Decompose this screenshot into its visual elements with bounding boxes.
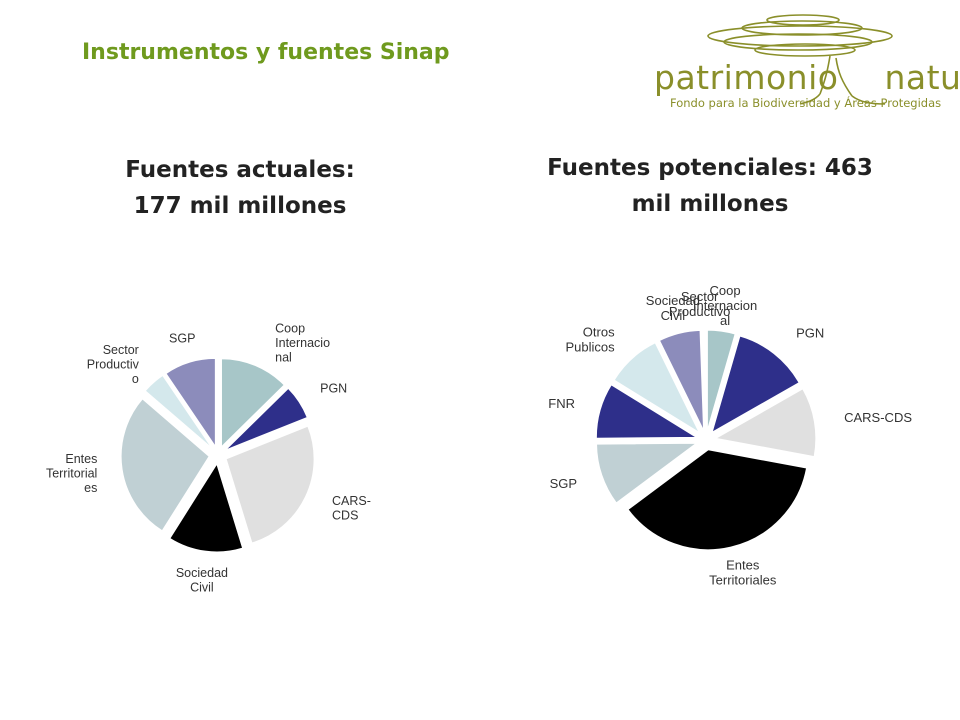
slice-label-line: CARS-CDS xyxy=(844,410,912,425)
slice-label: SGP xyxy=(169,332,195,346)
pie-slice-fnr xyxy=(595,384,699,439)
slice-label-line: es xyxy=(84,481,97,495)
logo-wordmark: patrimonionatural xyxy=(654,58,960,97)
slice-label-line: Entes xyxy=(726,558,760,573)
pie-slice-sector-productivo xyxy=(144,374,213,449)
patrimonio-natural-logo: patrimonionatural Fondo para la Biodiver… xyxy=(640,6,960,118)
pie-slice-sector-productivo xyxy=(701,329,707,431)
slice-label-line: Internacio xyxy=(275,336,330,350)
slice-label-line: Internacion xyxy=(693,298,757,313)
slice-label-line: al xyxy=(720,313,730,328)
slice-label-line: Civil xyxy=(661,308,686,323)
chart-title-line: Fuentes potenciales: 463 xyxy=(547,155,873,181)
slice-label-line: SGP xyxy=(169,332,195,346)
slice-label: CARS-CDS xyxy=(844,410,912,425)
slice-label-line: PGN xyxy=(320,382,347,396)
pie-slice-otros-publicos xyxy=(613,342,701,434)
pie-slice-pgn xyxy=(225,387,308,451)
chart-title-potenciales: Fuentes potenciales: 463 mil millones xyxy=(540,150,880,222)
slice-label: PGN xyxy=(796,326,824,341)
page-title: Instrumentos y fuentes Sinap xyxy=(82,40,450,65)
slice-label-line: PGN xyxy=(796,326,824,341)
pie-slice-coop-internacional xyxy=(706,329,736,431)
pie-slice-coop-internacional xyxy=(220,358,285,448)
slice-label: Sociedad Civil xyxy=(176,566,228,595)
pie-slice-cars-cds xyxy=(225,425,315,544)
tree-logo-icon xyxy=(707,14,893,105)
slice-label-line: CDS xyxy=(332,508,358,522)
slice-label: CARS-CDS xyxy=(332,494,371,522)
slice-label-line: Sociedad xyxy=(176,566,228,580)
slice-label-line: Otros xyxy=(583,324,615,339)
slice-label-line: Sociedad xyxy=(646,293,700,308)
slice-label-line: Productiv xyxy=(87,357,140,371)
pie-chart-2: Coop Internacion al PGN CARS-CDS Entes Territo… xyxy=(548,283,912,588)
slice-label-line: SGP xyxy=(550,476,577,491)
slice-label-line: Territorial xyxy=(46,466,97,480)
chart-title-line: mil millones xyxy=(631,191,789,217)
slice-label-line: Sector xyxy=(103,343,139,357)
pie-slice-entes-territoriales xyxy=(120,398,210,532)
pie-slice-sgp xyxy=(165,357,216,449)
pie-slice-sgp xyxy=(596,442,699,504)
chart-title-line: 177 mil millones xyxy=(133,193,347,219)
slice-label-line: Sector xyxy=(681,289,719,304)
chart-title-actuales: Fuentes actuales: 177 mil millones xyxy=(80,152,400,224)
pie-slice-cars-cds xyxy=(714,388,817,458)
slice-label-line: CARS- xyxy=(332,494,371,508)
chart-title-line: Fuentes actuales: xyxy=(125,157,355,183)
pie-slice-pgn xyxy=(711,335,800,434)
slice-label-line: FNR xyxy=(548,396,575,411)
logo-subtitle: Fondo para la Biodiversidad y Áreas Prot… xyxy=(670,96,942,110)
slice-label-line: Territoriales xyxy=(709,573,777,588)
slice-label-line: Coop xyxy=(275,321,305,335)
slice-label: Sociedad Civil xyxy=(646,293,700,323)
slice-label: Otros Publicos xyxy=(565,324,615,354)
slice-label-line: Coop xyxy=(709,283,740,298)
slice-label-line: Entes xyxy=(65,452,97,466)
pie-slice-sociedad-civil xyxy=(658,329,705,431)
slice-label-line: nal xyxy=(275,350,292,364)
pie-chart-1: Coop Internacio nal PGN CARS-CDS Sociedad Civi… xyxy=(46,321,371,594)
pie-slice-entes-territoriales xyxy=(627,449,808,551)
slice-label-line: Civil xyxy=(190,581,214,595)
slice-label: FNR xyxy=(548,396,575,411)
slice-label: PGN xyxy=(320,382,347,396)
pie-slice-sociedad-civil xyxy=(169,462,244,553)
slice-label: SGP xyxy=(550,476,577,491)
slice-label-line: Publicos xyxy=(565,339,615,354)
slice-label-line: o xyxy=(132,372,139,386)
slice-label-line: Productivo xyxy=(669,304,730,319)
